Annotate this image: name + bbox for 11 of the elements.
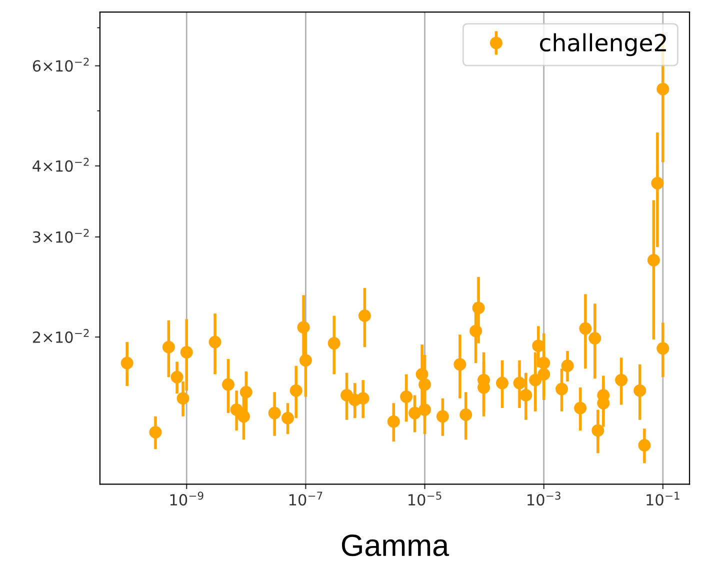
y-tick-label: 2×10$^{−2}$ (32, 328, 89, 343)
x-tick-label: 10$^{−7}$ (289, 492, 322, 506)
x-tick-label: 10$^{−1}$ (646, 492, 680, 506)
x-axis-title: Gamma (342, 534, 450, 556)
y-tick-label: 6×10$^{−2}$ (32, 58, 89, 72)
x-tick-label: 10$^{−9}$ (170, 492, 204, 506)
y-tick-label: 3×10$^{−2}$ (33, 228, 89, 243)
x-tick-label: 10$^{−3}$ (528, 492, 560, 506)
legend-label: challenge2 (540, 33, 666, 56)
x-tick-label: 10$^{−5}$ (408, 492, 442, 506)
y-tick-label: 4×10$^{−2}$ (32, 158, 89, 172)
